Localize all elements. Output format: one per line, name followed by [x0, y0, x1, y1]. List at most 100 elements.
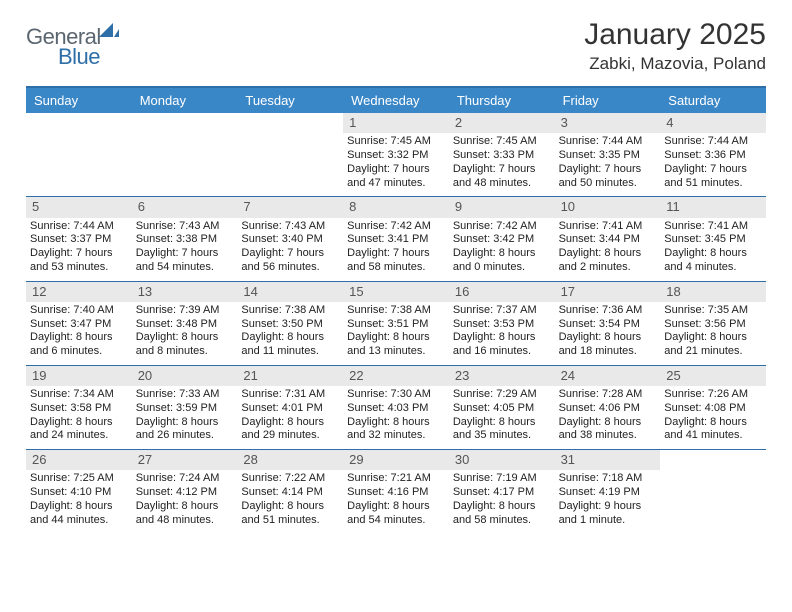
- sunset-line: Sunset: 3:58 PM: [30, 402, 128, 416]
- day-number: 6: [132, 197, 238, 217]
- sunset-line: Sunset: 4:05 PM: [453, 402, 551, 416]
- daylight-line: Daylight: 8 hours and 48 minutes.: [136, 500, 234, 528]
- daylight-line: Daylight: 8 hours and 26 minutes.: [136, 416, 234, 444]
- calendar-cell: 30Sunrise: 7:19 AMSunset: 4:17 PMDayligh…: [449, 450, 555, 533]
- sunset-line: Sunset: 4:10 PM: [30, 486, 128, 500]
- calendar-cell: 31Sunrise: 7:18 AMSunset: 4:19 PMDayligh…: [555, 450, 661, 533]
- day-details: Sunrise: 7:36 AMSunset: 3:54 PMDaylight:…: [555, 302, 661, 365]
- calendar-cell: 28Sunrise: 7:22 AMSunset: 4:14 PMDayligh…: [237, 450, 343, 533]
- calendar-cell: 16Sunrise: 7:37 AMSunset: 3:53 PMDayligh…: [449, 282, 555, 365]
- day-number: 14: [237, 282, 343, 302]
- day-number: 2: [449, 113, 555, 133]
- daylight-line: Daylight: 7 hours and 51 minutes.: [664, 163, 762, 191]
- day-number: 28: [237, 450, 343, 470]
- daylight-line: Daylight: 8 hours and 6 minutes.: [30, 331, 128, 359]
- day-number: 1: [343, 113, 449, 133]
- day-details: Sunrise: 7:44 AMSunset: 3:36 PMDaylight:…: [660, 133, 766, 196]
- sunset-line: Sunset: 4:17 PM: [453, 486, 551, 500]
- day-details: Sunrise: 7:29 AMSunset: 4:05 PMDaylight:…: [449, 386, 555, 449]
- weekday-mon: Monday: [132, 88, 238, 113]
- daylight-line: Daylight: 8 hours and 8 minutes.: [136, 331, 234, 359]
- daylight-line: Daylight: 8 hours and 58 minutes.: [453, 500, 551, 528]
- sunset-line: Sunset: 3:44 PM: [559, 233, 657, 247]
- day-number: 25: [660, 366, 766, 386]
- day-details: Sunrise: 7:43 AMSunset: 3:40 PMDaylight:…: [237, 218, 343, 281]
- sunset-line: Sunset: 4:08 PM: [664, 402, 762, 416]
- day-details: Sunrise: 7:26 AMSunset: 4:08 PMDaylight:…: [660, 386, 766, 449]
- day-details: Sunrise: 7:33 AMSunset: 3:59 PMDaylight:…: [132, 386, 238, 449]
- calendar-cell: 22Sunrise: 7:30 AMSunset: 4:03 PMDayligh…: [343, 366, 449, 449]
- calendar-cell: 20Sunrise: 7:33 AMSunset: 3:59 PMDayligh…: [132, 366, 238, 449]
- calendar-cell: [660, 450, 766, 533]
- calendar-week: 5Sunrise: 7:44 AMSunset: 3:37 PMDaylight…: [26, 196, 766, 280]
- day-details: Sunrise: 7:38 AMSunset: 3:50 PMDaylight:…: [237, 302, 343, 365]
- logo-sail-icon: [99, 17, 119, 43]
- daylight-line: Daylight: 9 hours and 1 minute.: [559, 500, 657, 528]
- day-number: 13: [132, 282, 238, 302]
- daylight-line: Daylight: 7 hours and 48 minutes.: [453, 163, 551, 191]
- day-number: 9: [449, 197, 555, 217]
- sunset-line: Sunset: 3:40 PM: [241, 233, 339, 247]
- calendar-cell: [132, 113, 238, 196]
- day-details: Sunrise: 7:45 AMSunset: 3:32 PMDaylight:…: [343, 133, 449, 196]
- day-number: 3: [555, 113, 661, 133]
- daylight-line: Daylight: 8 hours and 24 minutes.: [30, 416, 128, 444]
- calendar-cell: 9 Sunrise: 7:42 AMSunset: 3:42 PMDaylight…: [449, 197, 555, 280]
- daylight-line: Daylight: 8 hours and 0 minutes.: [453, 247, 551, 275]
- brand-logo: General Blue: [26, 18, 121, 76]
- day-details: Sunrise: 7:39 AMSunset: 3:48 PMDaylight:…: [132, 302, 238, 365]
- sunrise-line: Sunrise: 7:28 AM: [559, 388, 657, 402]
- calendar-cell: 29Sunrise: 7:21 AMSunset: 4:16 PMDayligh…: [343, 450, 449, 533]
- day-number: 17: [555, 282, 661, 302]
- sunrise-line: Sunrise: 7:43 AM: [136, 220, 234, 234]
- sunrise-line: Sunrise: 7:30 AM: [347, 388, 445, 402]
- day-details: Sunrise: 7:34 AMSunset: 3:58 PMDaylight:…: [26, 386, 132, 449]
- sunset-line: Sunset: 4:03 PM: [347, 402, 445, 416]
- daylight-line: Daylight: 7 hours and 53 minutes.: [30, 247, 128, 275]
- calendar-body: 1Sunrise: 7:45 AMSunset: 3:32 PMDaylight…: [26, 113, 766, 533]
- sunrise-line: Sunrise: 7:21 AM: [347, 472, 445, 486]
- day-number: 29: [343, 450, 449, 470]
- sunrise-line: Sunrise: 7:44 AM: [559, 135, 657, 149]
- calendar-cell: 3Sunrise: 7:44 AMSunset: 3:35 PMDaylight…: [555, 113, 661, 196]
- calendar-cell: 12Sunrise: 7:40 AMSunset: 3:47 PMDayligh…: [26, 282, 132, 365]
- sunset-line: Sunset: 4:06 PM: [559, 402, 657, 416]
- sunrise-line: Sunrise: 7:34 AM: [30, 388, 128, 402]
- sunrise-line: Sunrise: 7:31 AM: [241, 388, 339, 402]
- sunset-line: Sunset: 3:37 PM: [30, 233, 128, 247]
- weekday-header: Sunday Monday Tuesday Wednesday Thursday…: [26, 88, 766, 113]
- location-label: Zabki, Mazovia, Poland: [584, 54, 766, 74]
- header: General Blue January 2025 Zabki, Mazovia…: [26, 18, 766, 76]
- day-number: 23: [449, 366, 555, 386]
- sunrise-line: Sunrise: 7:29 AM: [453, 388, 551, 402]
- calendar-cell: 14Sunrise: 7:38 AMSunset: 3:50 PMDayligh…: [237, 282, 343, 365]
- calendar-cell: 11Sunrise: 7:41 AMSunset: 3:45 PMDayligh…: [660, 197, 766, 280]
- sunset-line: Sunset: 3:42 PM: [453, 233, 551, 247]
- day-number: 22: [343, 366, 449, 386]
- calendar-cell: 25Sunrise: 7:26 AMSunset: 4:08 PMDayligh…: [660, 366, 766, 449]
- calendar-cell: 26Sunrise: 7:25 AMSunset: 4:10 PMDayligh…: [26, 450, 132, 533]
- sunset-line: Sunset: 3:38 PM: [136, 233, 234, 247]
- calendar-cell: 5Sunrise: 7:44 AMSunset: 3:37 PMDaylight…: [26, 197, 132, 280]
- day-number: 12: [26, 282, 132, 302]
- sunrise-line: Sunrise: 7:44 AM: [664, 135, 762, 149]
- daylight-line: Daylight: 8 hours and 54 minutes.: [347, 500, 445, 528]
- sunset-line: Sunset: 3:51 PM: [347, 318, 445, 332]
- sunset-line: Sunset: 3:48 PM: [136, 318, 234, 332]
- calendar-cell: [237, 113, 343, 196]
- day-number: 27: [132, 450, 238, 470]
- sunrise-line: Sunrise: 7:42 AM: [453, 220, 551, 234]
- day-details: Sunrise: 7:37 AMSunset: 3:53 PMDaylight:…: [449, 302, 555, 365]
- calendar-cell: 17Sunrise: 7:36 AMSunset: 3:54 PMDayligh…: [555, 282, 661, 365]
- day-details: Sunrise: 7:44 AMSunset: 3:35 PMDaylight:…: [555, 133, 661, 196]
- sunrise-line: Sunrise: 7:18 AM: [559, 472, 657, 486]
- day-details: Sunrise: 7:30 AMSunset: 4:03 PMDaylight:…: [343, 386, 449, 449]
- sunset-line: Sunset: 4:19 PM: [559, 486, 657, 500]
- sunrise-line: Sunrise: 7:22 AM: [241, 472, 339, 486]
- sunset-line: Sunset: 3:56 PM: [664, 318, 762, 332]
- daylight-line: Daylight: 8 hours and 13 minutes.: [347, 331, 445, 359]
- day-number: 11: [660, 197, 766, 217]
- day-number: 21: [237, 366, 343, 386]
- day-number: 26: [26, 450, 132, 470]
- day-details: Sunrise: 7:45 AMSunset: 3:33 PMDaylight:…: [449, 133, 555, 196]
